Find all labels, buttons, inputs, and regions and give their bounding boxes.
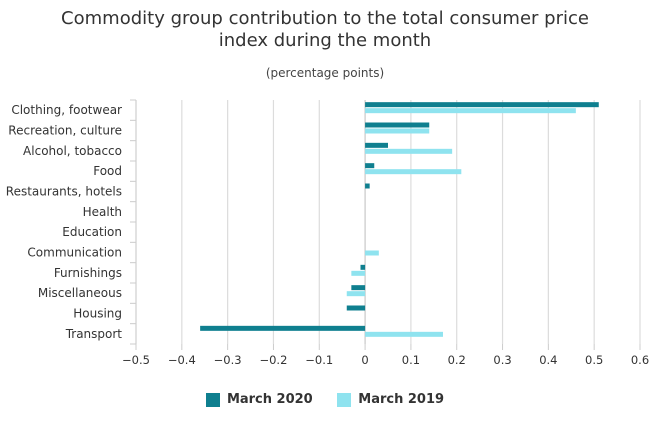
legend-swatch-series-0 [205, 392, 220, 407]
x-tick-label: −0.2 [259, 353, 287, 367]
legend: March 2020 March 2019 [0, 392, 650, 411]
x-tick-label: −0.5 [122, 353, 150, 367]
category-label: Alcohol, tobacco [23, 144, 122, 158]
bar-series-1 [365, 108, 576, 114]
bar-series-1 [365, 169, 462, 175]
bar-series-0 [365, 163, 375, 169]
x-tick-label: 0.6 [631, 353, 649, 367]
bar-series-0 [351, 285, 366, 291]
bar-series-1 [365, 128, 430, 134]
category-label: Housing [73, 307, 122, 321]
x-tick-label: 0.5 [585, 353, 603, 367]
x-tick-label: 0 [361, 353, 368, 367]
legend-item-series-1[interactable]: March 2019 [337, 392, 444, 407]
legend-label-series-0: March 2020 [226, 392, 313, 407]
bar-series-1 [365, 148, 453, 154]
category-label: Food [93, 164, 122, 178]
category-label: Health [83, 205, 122, 219]
x-tick-label: −0.1 [305, 353, 333, 367]
legend-swatch-series-1 [337, 392, 352, 407]
x-tick-label: −0.3 [214, 353, 242, 367]
category-label: Transport [65, 327, 123, 341]
category-label: Restaurants, hotels [6, 185, 122, 199]
bar-series-1 [365, 250, 379, 256]
chart-subtitle: (percentage points) [265, 66, 385, 80]
x-tick-label: 0.3 [493, 353, 511, 367]
bar-series-0 [200, 325, 366, 331]
category-label: Furnishings [54, 266, 122, 280]
gridlines [135, 100, 641, 344]
category-label: Communication [27, 246, 122, 260]
bar-chart: Clothing, footwear Recreation, culture Alc… [6, 99, 649, 367]
bar-series-0 [365, 122, 430, 128]
x-tick-label: 0.4 [539, 353, 557, 367]
bars [200, 102, 599, 337]
bar-series-0 [346, 305, 366, 311]
chart-title-line-1: Commodity group contribution to the tota… [61, 8, 589, 29]
category-labels: Clothing, footwear Recreation, culture Alc… [6, 103, 122, 341]
chart-title-line-2: index during the month [218, 30, 432, 51]
legend-item-series-0[interactable]: March 2020 [205, 392, 313, 407]
category-label: Education [62, 225, 122, 239]
chart-title: Commodity group contribution to the tota… [0, 8, 650, 52]
legend-label-series-1: March 2019 [358, 392, 445, 407]
x-tick-label: 0.1 [402, 353, 420, 367]
bar-series-0 [360, 264, 366, 270]
value-axis-ticks: −0.5 −0.4 −0.3 −0.2 −0.1 0 0.1 0.2 0.3 0.4 0.5 0.6 [122, 344, 649, 367]
bar-series-1 [346, 291, 366, 297]
bar-series-0 [365, 102, 599, 108]
category-label: Clothing, footwear [11, 103, 122, 117]
x-tick-label: −0.4 [168, 353, 196, 367]
bar-series-0 [365, 142, 388, 148]
bar-series-1 [351, 270, 366, 276]
category-axis [130, 99, 137, 345]
bar-series-1 [365, 331, 443, 337]
x-tick-label: 0.2 [448, 353, 466, 367]
bar-series-0 [365, 183, 370, 189]
category-label: Recreation, culture [8, 124, 122, 138]
category-label: Miscellaneous [38, 286, 122, 300]
